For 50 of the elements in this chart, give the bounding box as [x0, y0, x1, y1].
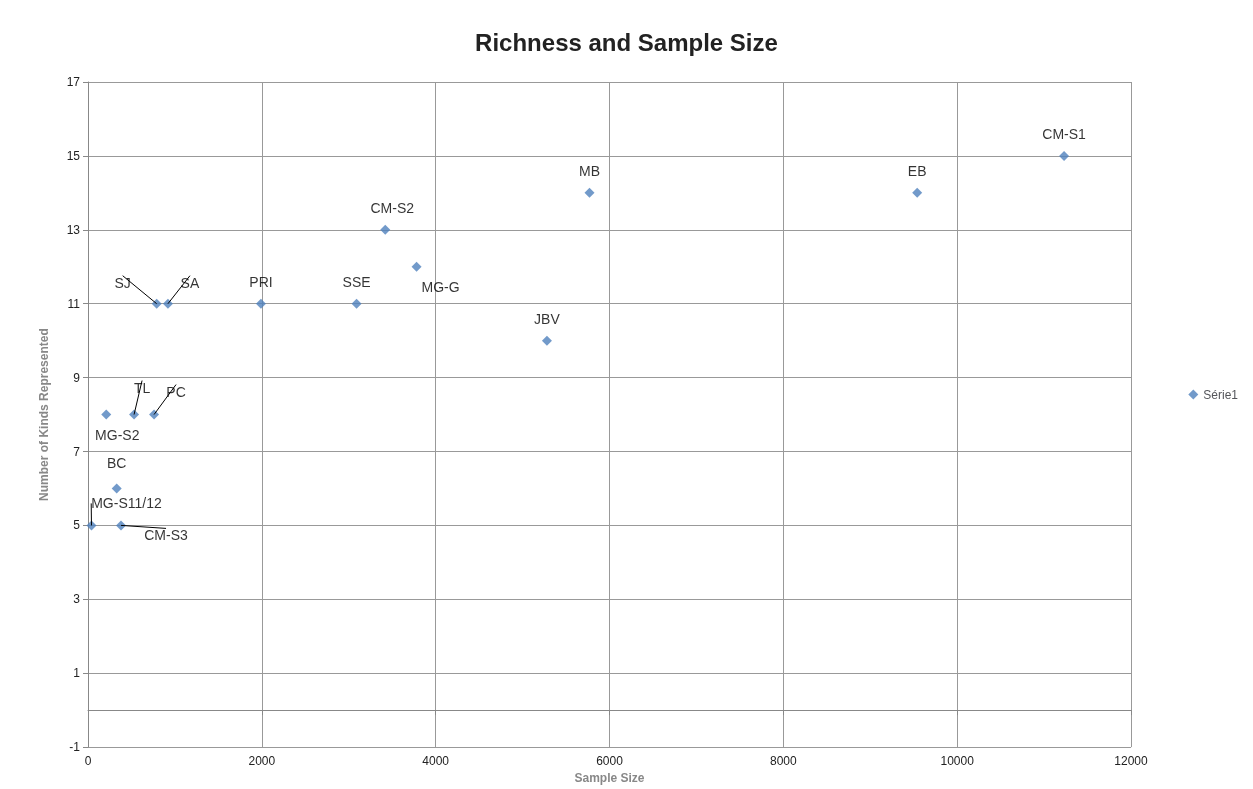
- annotation: BC: [106, 455, 127, 472]
- annotation: MG-S11/12: [91, 495, 162, 512]
- point: [411, 261, 422, 272]
- point: [912, 187, 923, 198]
- y-tick-label: 1: [73, 666, 81, 681]
- annotation: CM-S1: [1042, 125, 1087, 142]
- annotation: JBV: [534, 310, 561, 327]
- y-tick-label: 9: [73, 370, 81, 385]
- point: [86, 520, 97, 531]
- y-tick-label: 5: [73, 518, 81, 533]
- y-tick-label: 3: [73, 592, 81, 607]
- x-tick-label: 10000: [940, 754, 975, 769]
- annotation: PRI: [249, 273, 273, 290]
- point: [584, 187, 595, 198]
- y-tick-label: 17: [66, 75, 81, 89]
- x-tick-label: 0: [84, 754, 92, 769]
- annotation: SSE: [342, 273, 371, 290]
- y-tick-label: -1: [69, 740, 81, 755]
- x-tick-label: 12000: [1114, 754, 1149, 769]
- annotation: MG-G: [421, 278, 460, 295]
- y-tick-label: 15: [66, 148, 81, 163]
- annotation: SJ: [114, 274, 131, 291]
- annotation: CM-S2: [370, 199, 415, 216]
- point: [151, 298, 162, 309]
- annotation: EB: [907, 162, 927, 179]
- point: [541, 335, 552, 346]
- annotation: MG-S2: [95, 426, 140, 443]
- x-tick-label: 6000: [596, 754, 624, 769]
- point: [1059, 150, 1070, 161]
- y-axis-title: Number of Kinds Represented: [37, 328, 51, 501]
- y-tick-label: 11: [67, 296, 81, 311]
- annotation: CM-S3: [144, 527, 189, 544]
- y-tick-label: 13: [66, 222, 81, 237]
- y-tick-label: 7: [73, 444, 81, 459]
- chart-title: Richness and Sample Size: [475, 28, 778, 56]
- x-tick-label: 8000: [769, 754, 797, 769]
- point: [380, 224, 391, 235]
- point: [351, 298, 362, 309]
- legend-label: Série1: [1203, 387, 1239, 402]
- x-axis-title: Sample Size: [574, 771, 645, 785]
- point: [111, 483, 122, 494]
- x-tick-label: 2000: [248, 754, 276, 769]
- x-tick-label: 4000: [422, 754, 450, 769]
- point: [116, 520, 127, 531]
- point: [129, 409, 140, 420]
- point: [149, 409, 160, 420]
- point: [101, 409, 112, 420]
- annotation: MB: [579, 162, 601, 179]
- point: [255, 298, 266, 309]
- point: [162, 298, 173, 309]
